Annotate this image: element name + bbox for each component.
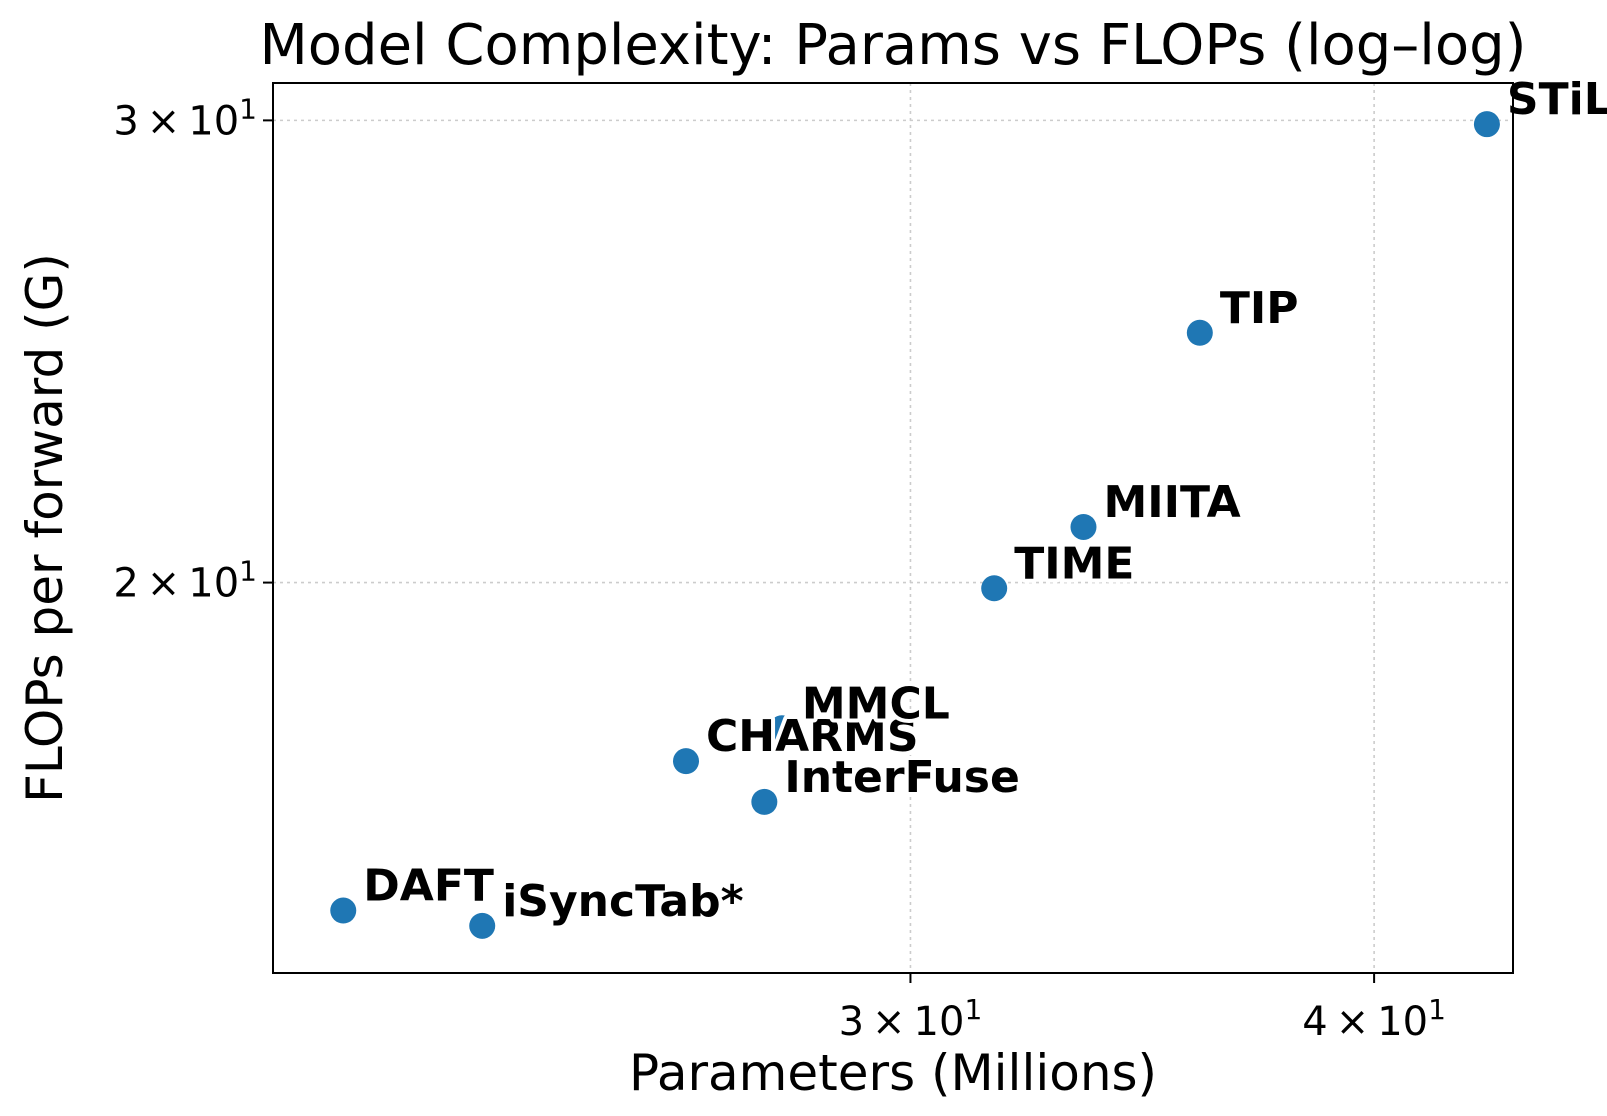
data-point (751, 788, 778, 815)
chart-title: Model Complexity: Params vs FLOPs (log–l… (259, 13, 1526, 78)
y-tick-label: 2 × 101 (113, 555, 257, 607)
data-label: TIME (1014, 538, 1134, 589)
data-label: MIITA (1103, 477, 1240, 528)
data-point (673, 748, 700, 775)
y-tick-label: 3 × 101 (113, 92, 257, 144)
plot-area (272, 82, 1514, 974)
data-label: iSyncTab* (502, 876, 743, 927)
data-label: DAFT (363, 861, 494, 912)
grid-lines (273, 83, 1513, 973)
data-label: InterFuse (784, 752, 1020, 803)
x-axis-label: Parameters (Millions) (629, 1044, 1157, 1102)
axis-ticks: 3 × 101 4 × 101 2 × 101 3 × 101 (113, 92, 1446, 1045)
data-label: TIP (1220, 283, 1299, 334)
data-point (469, 912, 496, 939)
x-tick-label: 4 × 101 (1302, 993, 1446, 1045)
data-point (1473, 111, 1500, 138)
data-label: MMCL (802, 678, 950, 729)
data-label: CHARMS (706, 711, 919, 762)
data-point (1070, 513, 1097, 540)
data-point (768, 715, 795, 742)
x-tick-label: 3 × 101 (839, 993, 983, 1045)
data-points (330, 111, 1500, 939)
data-label: STiL (1507, 74, 1607, 125)
data-point (1186, 319, 1213, 346)
y-axis-label: FLOPs per forward (G) (16, 253, 74, 803)
data-point (330, 897, 357, 924)
data-point (981, 575, 1008, 602)
